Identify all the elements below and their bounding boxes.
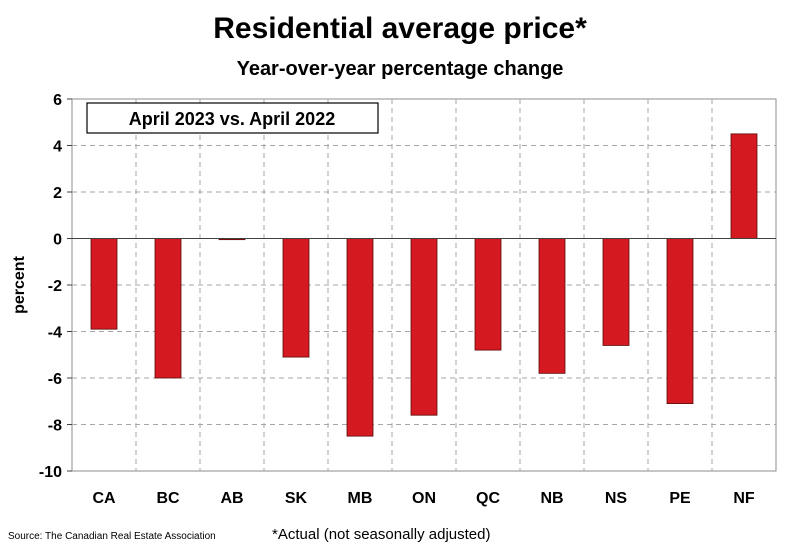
y-tick-label: -8 xyxy=(48,418,62,435)
y-tick-label: -6 xyxy=(48,371,62,388)
bar-ns xyxy=(602,238,630,346)
y-tick-label: 4 xyxy=(53,139,62,156)
bar-qc xyxy=(474,238,502,351)
x-tick-label: NB xyxy=(540,490,563,507)
chart-title: Residential average price* xyxy=(213,12,587,45)
bar-nb xyxy=(538,238,566,374)
y-tick-label: -2 xyxy=(48,278,62,295)
x-tick-label: MB xyxy=(348,490,373,507)
bar-sk xyxy=(282,238,310,358)
x-tick-label: NS xyxy=(605,490,628,507)
x-tick-label: CA xyxy=(92,490,116,507)
chart-subtitle: Year-over-year percentage change xyxy=(236,58,564,80)
legend-label: April 2023 vs. April 2022 xyxy=(129,109,335,129)
x-axis: CA BC AB SK MB ON QC NB NS PE NF xyxy=(92,490,754,507)
y-tick-label: -10 xyxy=(39,464,62,481)
y-tick-label: 6 xyxy=(53,92,62,109)
bars-group xyxy=(90,133,758,437)
footnote: *Actual (not seasonally adjusted) xyxy=(272,526,491,543)
legend-box: April 2023 vs. April 2022 xyxy=(86,102,379,134)
bar-bc xyxy=(154,238,182,379)
y-tick-label: -4 xyxy=(48,325,62,342)
bar-on xyxy=(410,238,438,416)
y-axis: 6 4 2 0 -2 -4 -6 -8 -10 xyxy=(39,92,72,481)
y-tick-label: 2 xyxy=(53,185,62,202)
bar-mb xyxy=(346,238,374,437)
bar-pe xyxy=(666,238,694,404)
x-tick-label: QC xyxy=(476,490,500,507)
legend-frame xyxy=(86,102,379,134)
x-tick-label: SK xyxy=(285,490,308,507)
x-tick-label: ON xyxy=(412,490,436,507)
x-tick-label: AB xyxy=(220,490,243,507)
bar-ca xyxy=(90,238,118,330)
source-note: Source: The Canadian Real Estate Associa… xyxy=(8,531,216,542)
x-tick-label: NF xyxy=(733,490,755,507)
bar-nf xyxy=(730,133,758,239)
x-tick-label: BC xyxy=(156,490,180,507)
y-axis-label: percent xyxy=(11,255,28,313)
y-tick-label: 0 xyxy=(53,232,62,249)
x-tick-label: PE xyxy=(669,490,691,507)
